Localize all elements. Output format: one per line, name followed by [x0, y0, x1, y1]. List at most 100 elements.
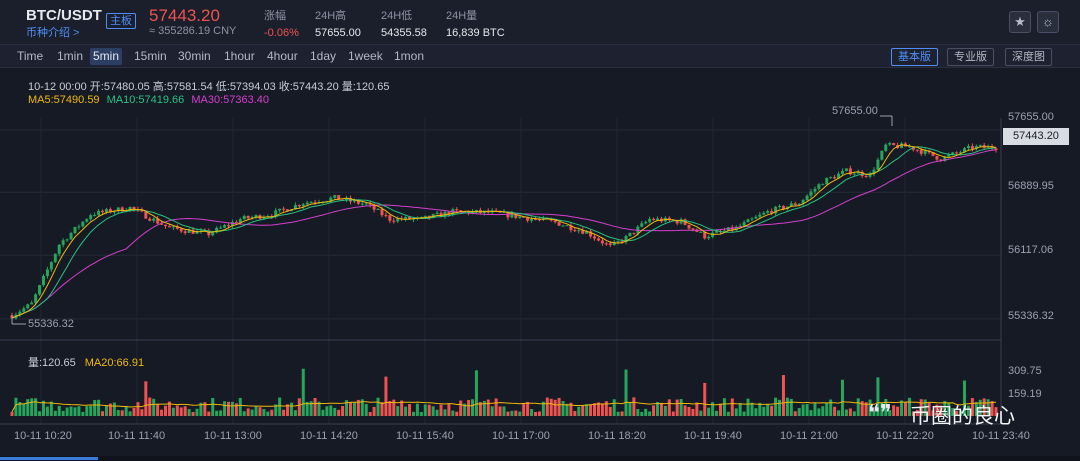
volume-bar [104, 405, 108, 416]
volume-bar [262, 409, 266, 416]
volume-bar [435, 409, 439, 416]
volume-bar [463, 403, 467, 416]
interval-1week[interactable]: 1week [348, 49, 383, 63]
candle-body [687, 224, 691, 229]
candle-body [589, 231, 593, 237]
candle-body [833, 177, 837, 179]
candle-body [573, 230, 577, 232]
volume-value: 量:120.65 [28, 357, 76, 369]
candle-body [793, 203, 797, 206]
depth-chart-button[interactable]: 深度图 [1005, 48, 1052, 66]
candle-body [337, 195, 341, 200]
interval-4hour[interactable]: 4hour [267, 49, 298, 63]
volume-bar [722, 398, 726, 416]
bottom-scrollbar[interactable] [0, 456, 1080, 461]
ma-legend: MA5:57490.59 MA10:57419.66 MA30:57363.40 [28, 94, 269, 106]
volume-bar [246, 408, 250, 416]
volume-bar [97, 399, 101, 416]
interval-1mon[interactable]: 1mon [394, 49, 425, 63]
candle-body [943, 156, 947, 161]
candle-body [41, 275, 45, 286]
interval-1day[interactable]: 1day [310, 49, 337, 63]
volume-bar [376, 397, 380, 416]
sun-icon[interactable]: ☼ [1037, 11, 1059, 33]
price-tick: 55336.32 [1008, 310, 1054, 322]
candle-body [707, 236, 711, 239]
volume-bar [652, 405, 656, 416]
volume-ma20-legend: MA20:66.91 [84, 357, 145, 369]
volume-bar [77, 406, 81, 416]
candle-body [994, 148, 998, 151]
volume-bar [404, 406, 408, 416]
coin-intro-link[interactable]: 币种介绍 > [26, 27, 80, 39]
volume-bar [372, 406, 376, 416]
volume-bar [561, 401, 565, 416]
volume-bar [423, 404, 427, 416]
candle-body [112, 211, 116, 213]
volume-bar [919, 399, 923, 416]
candle-body [89, 215, 93, 220]
volume-bar [467, 399, 471, 416]
candle-body [408, 216, 412, 220]
volume-bar [443, 409, 447, 416]
volume-bar [762, 406, 766, 416]
stat-24h-high: 24H高 57655.00 [315, 7, 361, 39]
volume-bar [61, 410, 65, 416]
candle-body [990, 146, 994, 149]
volume-bar [116, 410, 120, 416]
interval-1min[interactable]: 1min [57, 49, 84, 63]
candle-body [530, 218, 534, 221]
volume-bar [754, 408, 758, 416]
volume-bar [805, 403, 809, 416]
volume-bar [778, 399, 782, 416]
interval-5min[interactable]: 5min [90, 48, 123, 65]
scrollbar-thumb[interactable] [0, 457, 98, 460]
volume-bar [679, 399, 683, 416]
candle-body [915, 149, 919, 151]
interval-time[interactable]: Time [17, 49, 44, 63]
volume-bar [152, 398, 156, 416]
volume-bar [903, 402, 907, 416]
candle-body [537, 219, 541, 221]
volume-bar [840, 379, 844, 416]
pair-name[interactable]: BTC/USDT [26, 7, 102, 24]
kline-plot[interactable] [0, 68, 1080, 461]
volume-bar [234, 403, 238, 416]
time-tick: 10-11 19:40 [684, 430, 742, 442]
stat-24h-low: 24H低 54355.58 [381, 7, 427, 39]
volume-bar [970, 398, 974, 416]
candle-body [557, 222, 561, 226]
volume-bar [317, 401, 321, 416]
volume-bar [498, 406, 502, 416]
volume-bar [738, 403, 742, 416]
volume-bar [195, 408, 199, 416]
watermark: ❝❞ 币圈的良心 [868, 398, 1058, 428]
interval-15min[interactable]: 15min [134, 49, 167, 63]
interval-30min[interactable]: 30min [178, 49, 211, 63]
candle-body [97, 210, 101, 216]
volume-bar [817, 408, 821, 416]
volume-bar [793, 411, 797, 416]
candle-body [829, 177, 833, 179]
volume-bar [337, 409, 341, 416]
star-icon[interactable]: ★ [1009, 11, 1031, 33]
interval-1hour[interactable]: 1hour [224, 49, 255, 63]
candle-body [604, 243, 608, 245]
volume-bar [297, 398, 301, 416]
volume-bar [89, 405, 93, 416]
basic-version-button[interactable]: 基本版 [891, 48, 938, 66]
volume-bar [530, 409, 534, 416]
volume-bar [108, 403, 112, 416]
volume-bar [226, 401, 230, 416]
candle-body [596, 238, 600, 241]
pro-version-button[interactable]: 专业版 [947, 48, 994, 66]
volume-bar [41, 400, 45, 416]
candle-body [640, 223, 644, 227]
volume-bar [352, 401, 356, 416]
candle-body [301, 204, 305, 207]
candle-body [585, 231, 589, 234]
kline-chart[interactable]: 10-12 00:00 开:57480.05 高:57581.54 低:5739… [0, 68, 1080, 461]
volume-bar [671, 411, 675, 416]
candle-body [628, 232, 632, 237]
stat-value: 57655.00 [315, 27, 361, 39]
